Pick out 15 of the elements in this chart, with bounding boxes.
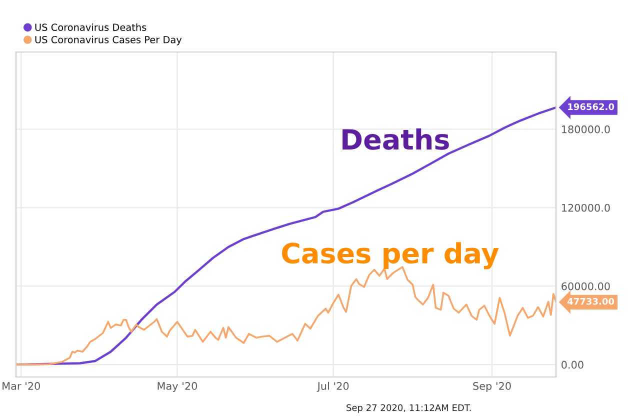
y-tick-label: 180000.0: [562, 125, 610, 134]
y-tick-label: 0.00: [562, 360, 584, 369]
x-tick-label: May '20: [158, 382, 198, 392]
legend-label: US Coronavirus Deaths: [35, 23, 146, 31]
text: Sep 27 2020, 11:12AM EDT.: [346, 404, 471, 413]
annotation: Deaths: [342, 128, 449, 150]
x-tick-label: Sep '20: [473, 382, 511, 392]
y-tick-label: 120000.0: [562, 204, 610, 212]
annotation: Cases per day: [282, 242, 499, 270]
legend-label: US Coronavirus Cases Per Day: [35, 36, 182, 46]
annotation: 47733.00: [568, 298, 614, 305]
x-tick-label: Jul '20: [316, 382, 349, 392]
y-tick-label: 60000.00: [562, 282, 610, 290]
x-tick-label: Mar '20: [2, 382, 40, 390]
annotation: 196562.0: [568, 103, 614, 110]
